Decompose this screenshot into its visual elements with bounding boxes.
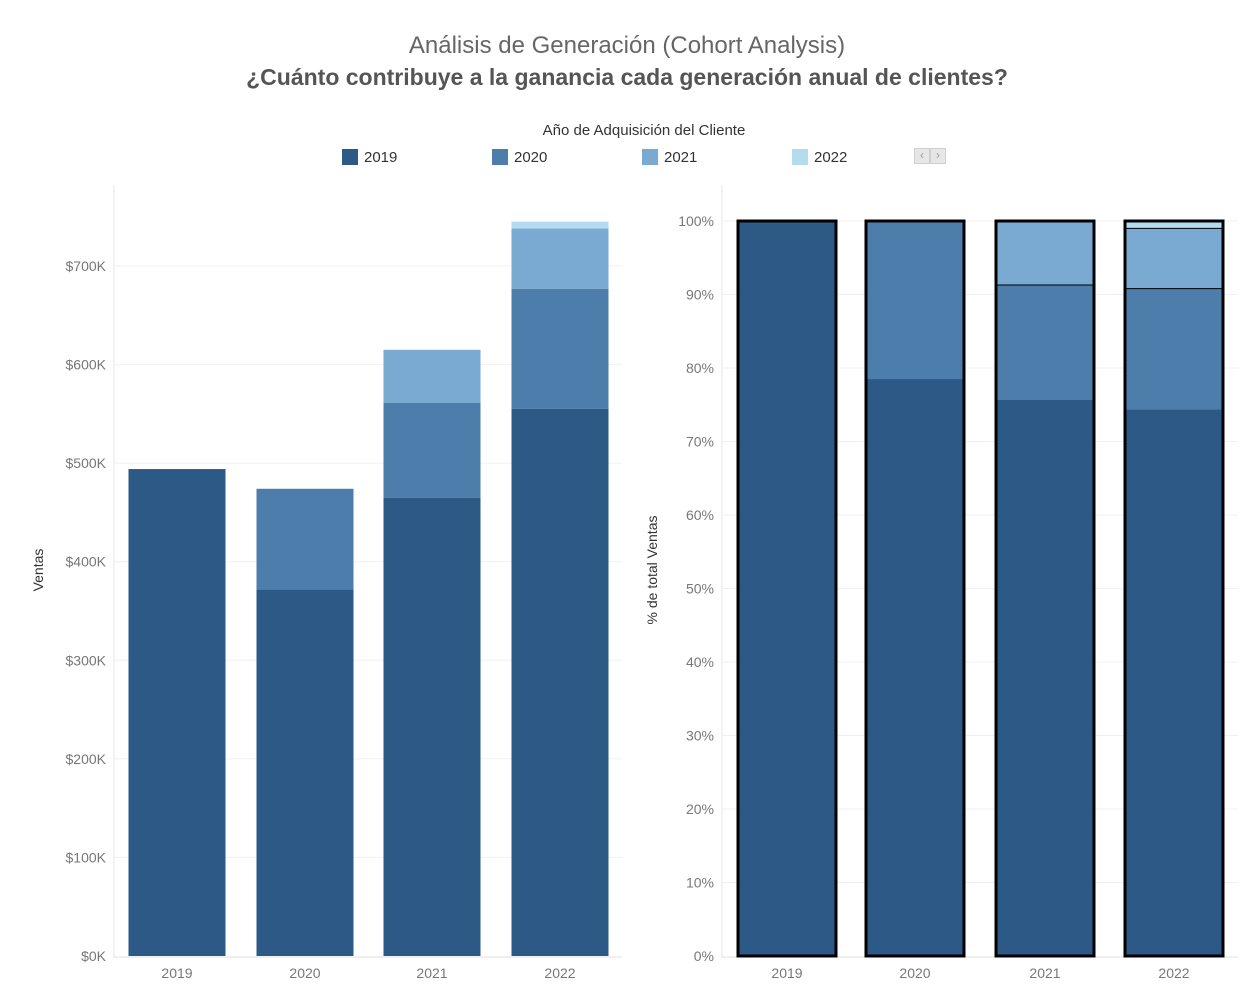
- y-tick-label: $500K: [66, 455, 107, 471]
- y-tick-label: $300K: [66, 652, 107, 668]
- bar-2022-cohort-2021[interactable]: [1125, 228, 1223, 289]
- legend-swatch-2019: [342, 149, 358, 165]
- x-tick-label: 2020: [289, 965, 320, 981]
- y-tick-label: 20%: [686, 801, 714, 817]
- legend-label: 2019: [364, 148, 398, 166]
- y-tick-label: 80%: [686, 360, 714, 376]
- y-axis-title: % de total Ventas: [644, 516, 660, 625]
- y-tick-label: 90%: [686, 287, 714, 303]
- bar-2022-cohort-2022[interactable]: [1125, 221, 1223, 229]
- legend-item-2021[interactable]: 2021: [642, 148, 697, 166]
- y-tick-label: $400K: [66, 554, 107, 570]
- legend-swatch-2021: [642, 149, 658, 165]
- bar-2020-cohort-2020[interactable]: [866, 221, 964, 380]
- bar-2022-cohort-2021[interactable]: [511, 228, 609, 289]
- bar-2019-cohort-2019[interactable]: [738, 221, 836, 956]
- chart-panel-1: $0K $100K $200K $300K $400K $500K $600K $700K Ve…: [30, 185, 622, 981]
- x-tick-label: 2019: [161, 965, 192, 981]
- bar-2022-cohort-2022[interactable]: [511, 221, 609, 229]
- bar-outline-2021: [994, 219, 1096, 958]
- legend-swatch-2022: [792, 149, 808, 165]
- legend-label: 2022: [814, 148, 848, 166]
- bar-2019-cohort-2019[interactable]: [128, 469, 226, 956]
- chart-title: Análisis de Generación (Cohort Analysis): [408, 32, 846, 59]
- bar-2020-cohort-2020[interactable]: [256, 488, 354, 590]
- legend-item-2022[interactable]: 2022: [792, 148, 847, 166]
- bar-2022-cohort-2019[interactable]: [511, 408, 609, 956]
- y-tick-label: 0%: [694, 948, 714, 964]
- bar-outline-2019: [736, 219, 838, 958]
- bar-2021-cohort-2021[interactable]: [383, 349, 481, 404]
- bar-2021-cohort-2021[interactable]: [996, 221, 1094, 285]
- chevron-left-icon[interactable]: ‹: [914, 148, 930, 164]
- x-tick-label: 2022: [544, 965, 575, 981]
- bar-2021-cohort-2020[interactable]: [383, 403, 481, 498]
- y-tick-label: $0K: [81, 948, 107, 964]
- bar-2021-cohort-2019[interactable]: [996, 399, 1094, 957]
- x-tick-label: 2019: [771, 965, 802, 981]
- y-tick-label: 60%: [686, 507, 714, 523]
- x-tick-label: 2021: [1029, 965, 1060, 981]
- bar-2022-cohort-2020[interactable]: [1125, 288, 1223, 410]
- bar-outline-2022: [1123, 219, 1225, 958]
- x-tick-label: 2021: [416, 965, 447, 981]
- bar-outline-2020: [864, 219, 966, 958]
- y-tick-label: 50%: [686, 581, 714, 597]
- y-tick-label: 70%: [686, 434, 714, 450]
- bar-2022-cohort-2019[interactable]: [1125, 409, 1223, 956]
- legend-item-2019[interactable]: 2019: [342, 148, 397, 166]
- bar-2021-cohort-2020[interactable]: [996, 284, 1094, 400]
- chevron-right-icon[interactable]: ›: [930, 148, 946, 164]
- x-tick-label: 2020: [899, 965, 930, 981]
- legend-item-2020[interactable]: 2020: [492, 148, 547, 166]
- bar-2021-cohort-2019[interactable]: [383, 497, 481, 956]
- chart-panel-2: 0% 10% 20% 30% 40% 50% 60% 70% 80% 90% 100% % de to…: [644, 185, 1238, 981]
- bar-2020-cohort-2019[interactable]: [256, 589, 354, 956]
- y-axis-title: Ventas: [30, 549, 46, 592]
- y-tick-label: 30%: [686, 728, 714, 744]
- y-tick-label: 10%: [686, 875, 714, 891]
- y-tick-label: $200K: [66, 751, 107, 767]
- bar-2022-cohort-2020[interactable]: [511, 288, 609, 409]
- y-tick-label: $600K: [66, 357, 107, 373]
- bar-2020-cohort-2019[interactable]: [866, 379, 964, 956]
- chart-subtitle: ¿Cuánto contribuye a la ganancia cada ge…: [246, 64, 1008, 90]
- y-tick-label: 100%: [678, 213, 714, 229]
- x-tick-label: 2022: [1158, 965, 1189, 981]
- y-tick-label: 40%: [686, 654, 714, 670]
- y-tick-label: $700K: [66, 258, 107, 274]
- legend-title: Año de Adquisición del Cliente: [542, 122, 746, 139]
- legend-label: 2021: [664, 148, 698, 166]
- legend-pager: ‹ ›: [914, 148, 946, 164]
- legend-swatch-2020: [492, 149, 508, 165]
- y-tick-label: $100K: [66, 849, 107, 865]
- legend-label: 2020: [514, 148, 548, 166]
